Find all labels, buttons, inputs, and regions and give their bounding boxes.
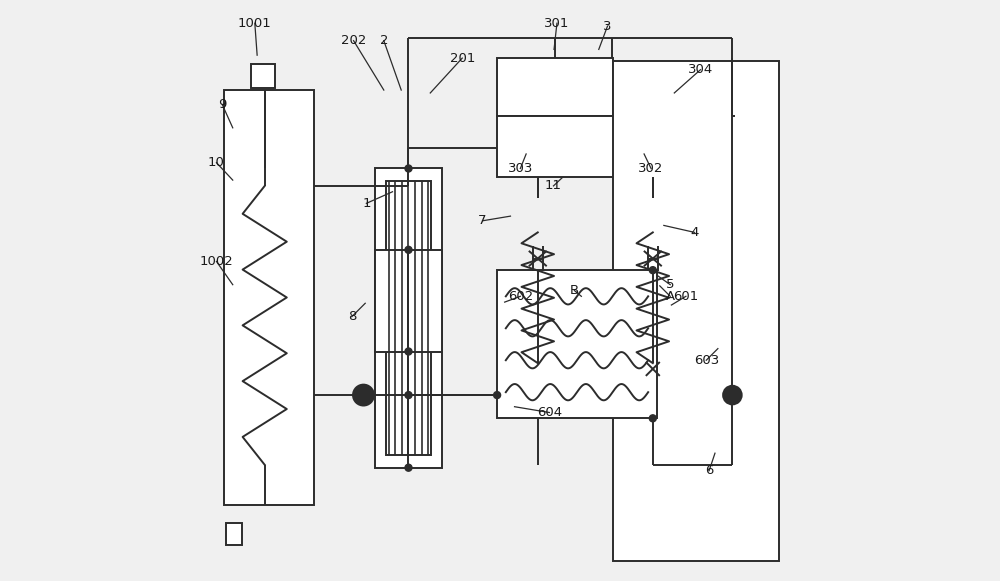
- Text: 11: 11: [545, 180, 562, 192]
- FancyBboxPatch shape: [375, 250, 442, 352]
- FancyBboxPatch shape: [251, 64, 275, 88]
- Circle shape: [405, 348, 412, 355]
- FancyBboxPatch shape: [224, 90, 314, 505]
- Text: 8: 8: [348, 310, 356, 323]
- Circle shape: [723, 386, 742, 404]
- Text: 303: 303: [508, 162, 533, 175]
- Text: 1: 1: [362, 197, 371, 210]
- Text: A: A: [666, 290, 675, 303]
- FancyBboxPatch shape: [613, 61, 779, 561]
- Text: 602: 602: [508, 290, 533, 303]
- Text: B: B: [570, 284, 579, 297]
- Circle shape: [649, 267, 656, 274]
- Text: 604: 604: [537, 406, 562, 419]
- Text: 601: 601: [673, 290, 699, 303]
- Text: 4: 4: [690, 226, 699, 239]
- Circle shape: [353, 385, 374, 406]
- FancyBboxPatch shape: [226, 523, 242, 545]
- FancyBboxPatch shape: [497, 270, 657, 418]
- Text: 2: 2: [380, 34, 388, 47]
- Circle shape: [649, 415, 656, 422]
- FancyBboxPatch shape: [375, 168, 442, 468]
- Circle shape: [405, 392, 412, 399]
- Circle shape: [405, 464, 412, 471]
- Text: 201: 201: [450, 52, 475, 64]
- Text: 202: 202: [341, 34, 366, 47]
- Text: 1001: 1001: [238, 17, 272, 30]
- Text: 1002: 1002: [200, 255, 233, 268]
- FancyBboxPatch shape: [497, 116, 735, 177]
- Text: 6: 6: [705, 464, 713, 477]
- Circle shape: [405, 165, 412, 172]
- Circle shape: [405, 246, 412, 253]
- Text: 301: 301: [544, 17, 570, 30]
- Text: 9: 9: [218, 98, 226, 111]
- Circle shape: [494, 392, 501, 399]
- Text: 304: 304: [688, 63, 713, 76]
- Text: 7: 7: [478, 214, 487, 227]
- Text: 5: 5: [666, 278, 674, 291]
- Text: 603: 603: [694, 354, 719, 367]
- Text: 3: 3: [603, 20, 612, 33]
- Text: 302: 302: [638, 162, 664, 175]
- FancyBboxPatch shape: [497, 58, 613, 116]
- FancyBboxPatch shape: [386, 181, 431, 455]
- Text: 10: 10: [208, 156, 225, 169]
